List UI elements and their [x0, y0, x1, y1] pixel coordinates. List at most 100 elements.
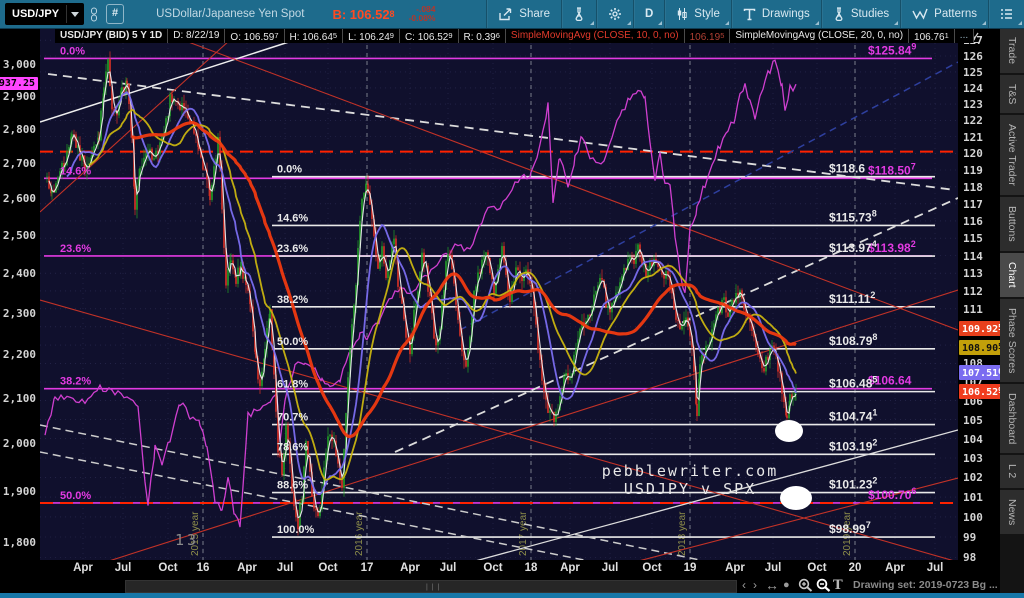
- spx-axis-tick: 2,900: [2, 90, 36, 103]
- zoom-in-icon[interactable]: [798, 578, 813, 596]
- symbol-link-icon[interactable]: [90, 0, 98, 28]
- symbol-dropdown-button[interactable]: [66, 5, 83, 23]
- time-axis-label: 17: [360, 562, 374, 574]
- fib-pct-label: 23.6%: [277, 243, 308, 255]
- usdjpy-axis-tick: 116: [963, 214, 983, 228]
- fib-price-label: $113.982: [868, 239, 916, 255]
- fib-pct-label: 14.6%: [60, 165, 91, 177]
- usdjpy-axis-tick: 101: [963, 491, 983, 505]
- toolbar-button-quick-study[interactable]: [560, 0, 596, 28]
- price-badge: 108.905: [959, 339, 1006, 355]
- usdjpy-axis-tick: 103: [963, 451, 983, 465]
- toolbar-button-patterns[interactable]: Patterns: [900, 0, 988, 28]
- watermark-text: USDJPY v SPX: [624, 480, 756, 498]
- toolbar-button-studies[interactable]: Studies: [820, 0, 900, 28]
- time-axis-label: Apr: [73, 562, 93, 574]
- spx-axis-tick: 1,800: [2, 535, 36, 549]
- toolbar-button-drawings[interactable]: Drawings: [730, 0, 821, 28]
- year-label: 2019 year: [842, 511, 853, 556]
- chart-scrollbar[interactable]: | | |: [125, 580, 737, 593]
- chart-style-icon: [676, 7, 688, 21]
- highlight-circle: [775, 420, 803, 442]
- fib-price-label: $103.192: [829, 437, 877, 453]
- usdjpy-price-axis[interactable]: 9899100101102103104105106107108109110111…: [958, 28, 1006, 564]
- toolbar-button-label: Studies: [850, 8, 890, 20]
- time-axis-label: Apr: [237, 562, 257, 574]
- spx-axis-tick: 2,100: [2, 391, 36, 405]
- change-percent: -0.08%: [408, 13, 436, 23]
- scroll-left-icon[interactable]: ‹: [742, 578, 746, 592]
- sidebar-tab-buttons[interactable]: Buttons: [1000, 197, 1024, 251]
- toolbar-button-timeframe[interactable]: D: [632, 0, 664, 28]
- time-axis-label: Jul: [276, 562, 294, 574]
- usdjpy-axis-tick: 119: [963, 164, 983, 177]
- usdjpy-axis-tick: 115: [963, 232, 983, 246]
- pan-arrows-icon[interactable]: ↔: [765, 577, 779, 593]
- ohlc-field: H: 106.645: [284, 29, 344, 43]
- chart-header: USD/JPY (BID) 5 Y 1D D: 8/22/19 O: 106.597…: [55, 29, 975, 43]
- fib-price-label: $118.6: [829, 162, 865, 176]
- sidebar-tab-news[interactable]: News: [1000, 489, 1024, 534]
- scroll-right-icon[interactable]: ›: [753, 578, 757, 592]
- fib-pct-label: 78.6%: [277, 441, 308, 453]
- toolbar-button-menu[interactable]: [988, 0, 1024, 28]
- highlight-circle: [780, 486, 812, 510]
- scrollbar-grip[interactable]: | | |: [426, 584, 441, 591]
- fib-price-label: $106.485: [829, 375, 877, 391]
- symbol-selector[interactable]: USD/JPY: [5, 3, 84, 25]
- toolbar-button-settings[interactable]: [595, 0, 633, 28]
- ohlc-field: O: 106.597: [225, 29, 285, 43]
- trendline: [40, 451, 588, 560]
- usdjpy-axis-tick: 104: [963, 432, 983, 446]
- time-axis-label: Oct: [807, 562, 827, 574]
- fib-pct-label: 50.0%: [60, 490, 91, 502]
- fib-pct-label: 38.2%: [60, 376, 91, 388]
- sidebar-tab-chart[interactable]: Chart: [1000, 252, 1024, 297]
- ma-slow-line: [131, 120, 797, 439]
- time-axis-label: Apr: [400, 562, 420, 574]
- sidebar-tab-l-2[interactable]: L 2: [1000, 455, 1024, 488]
- spx-axis-tick: 2,600: [2, 192, 36, 205]
- sidebar-tab-trade[interactable]: Trade: [1000, 28, 1024, 74]
- trendline: [640, 477, 958, 560]
- fib-price-label: $104.741: [829, 408, 877, 424]
- spx-axis-tick: 2,400: [2, 266, 36, 280]
- fib-price-label: $118.507: [868, 161, 916, 177]
- ohlc-field: C: 106.529: [399, 29, 459, 43]
- window-bottom-edge: [0, 593, 1024, 598]
- trendline: [476, 429, 958, 560]
- time-axis[interactable]: Apr Jul Oct 16 Apr Jul Oct 17 Apr Jul Oct 18 Apr Jul O…: [0, 560, 958, 578]
- spx-axis-tick: 2,800: [2, 122, 36, 136]
- right-sidebar: Trade T&S Active Trader Buttons Chart Phase S…: [1000, 28, 1024, 593]
- fib-price-label: $115.738: [829, 208, 877, 224]
- sidebar-tab-phase-scores[interactable]: Phase Scores: [1000, 298, 1024, 382]
- top-toolbar: USD/JPY # USDollar/Japanese Yen Spot B: …: [0, 0, 1024, 29]
- spx-price-axis[interactable]: 3,000 2,900 2,800 2,700 2,600 2,500 2,400 2,300…: [0, 28, 39, 560]
- flask-icon: [573, 7, 585, 21]
- spx-axis-tick: 2,200: [2, 348, 36, 362]
- toolbar-button-share[interactable]: Share: [486, 0, 561, 28]
- sidebar-tab-active-trader[interactable]: Active Trader: [1000, 115, 1024, 196]
- hash-button[interactable]: #: [106, 4, 125, 24]
- symbol-label: USD/JPY: [12, 8, 60, 20]
- time-axis-label: Jul: [439, 562, 457, 574]
- text-tool-icon: [743, 8, 756, 21]
- pan-hand-icon[interactable]: ●: [783, 579, 790, 591]
- trendline: [394, 197, 958, 453]
- fib-pct-label: 50.0%: [277, 336, 308, 348]
- usdjpy-axis-tick: 121: [963, 130, 983, 144]
- usdjpy-axis-tick: 112: [963, 284, 983, 298]
- fib-price-label: $113.974: [829, 239, 877, 255]
- time-axis-label: Oct: [642, 562, 662, 574]
- toolbar-button-label: D: [644, 8, 654, 20]
- time-axis-label: Apr: [560, 562, 580, 574]
- trendline: [40, 39, 296, 123]
- toolbar-button-style[interactable]: Style: [664, 0, 731, 28]
- sidebar-tab-t-s[interactable]: T&S: [1000, 75, 1024, 114]
- sidebar-tab-dashboard[interactable]: Dashboard: [1000, 384, 1024, 454]
- zoom-out-icon[interactable]: [816, 578, 831, 596]
- sma20-value: 106.761: [909, 29, 955, 43]
- time-axis-label: 19: [683, 562, 697, 574]
- text-tool-icon[interactable]: T: [833, 578, 843, 593]
